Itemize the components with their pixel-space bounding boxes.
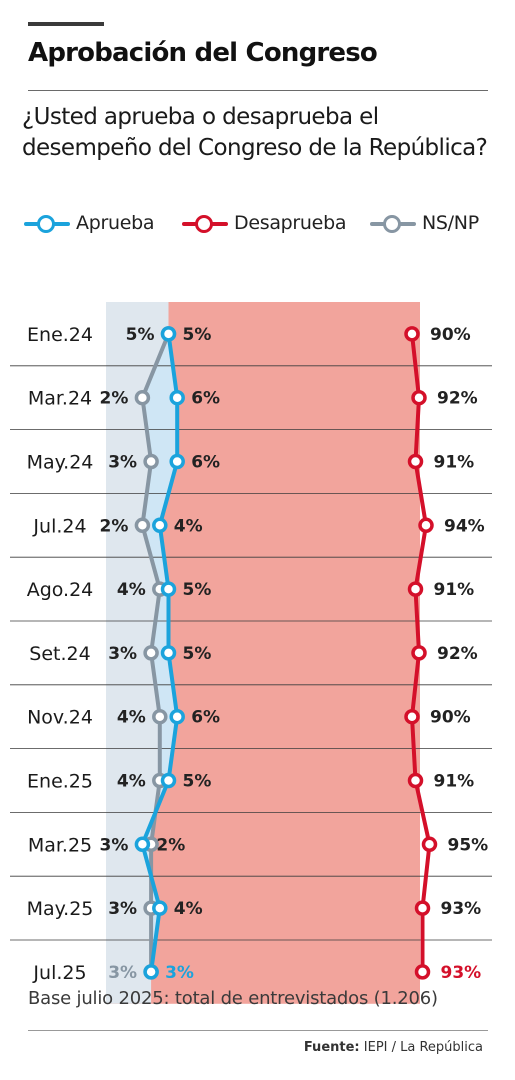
aprueba-point-jul-24 bbox=[152, 517, 168, 534]
aprueba-point-may-25 bbox=[152, 900, 168, 916]
nsnp-value-label-jul-24: 2% bbox=[100, 516, 129, 536]
desaprueba-value-label-may-24: 91% bbox=[434, 453, 475, 473]
aprueba-value-label-jul-25: 3% bbox=[165, 963, 194, 983]
legend-marker-aprueba bbox=[37, 215, 55, 233]
aprueba-value-label-ene-24: 5% bbox=[183, 325, 212, 345]
nsnp-value-label-mar-24: 2% bbox=[100, 389, 129, 409]
aprueba-value-label-mar-25: 2% bbox=[156, 835, 185, 855]
desaprueba-point-nov-24 bbox=[404, 708, 420, 725]
aprueba-point-nov-24 bbox=[169, 708, 185, 725]
footer-divider bbox=[28, 1030, 488, 1031]
aprueba-point-mar-24 bbox=[169, 389, 185, 406]
legend-label-aprueba: Aprueba bbox=[76, 212, 155, 234]
aprueba-value-label-may-25: 4% bbox=[174, 899, 203, 919]
desaprueba-point-jul-24 bbox=[418, 517, 434, 534]
category-label-jul-25: Jul.25 bbox=[32, 962, 86, 984]
desaprueba-value-label-may-25: 93% bbox=[441, 899, 482, 919]
desaprueba-value-label-mar-25: 95% bbox=[448, 835, 489, 855]
category-label-set-24: Set.24 bbox=[29, 643, 90, 665]
desaprueba-value-label-nov-24: 90% bbox=[430, 708, 471, 728]
nsnp-value-label-jul-25: 3% bbox=[108, 963, 137, 983]
category-label-ene-25: Ene.25 bbox=[27, 771, 93, 793]
top-accent-rule bbox=[28, 22, 104, 26]
desaprueba-point-ago-24 bbox=[407, 581, 424, 597]
aprueba-value-label-jul-24: 4% bbox=[174, 516, 203, 536]
nsnp-value-label-nov-24: 4% bbox=[117, 708, 146, 728]
desaprueba-point-ene-25 bbox=[407, 772, 424, 789]
source-text: IEPI / La República bbox=[363, 1040, 483, 1055]
source-label: Fuente: bbox=[303, 1040, 360, 1055]
category-label-mar-24: Mar.24 bbox=[28, 388, 92, 410]
category-label-may-24: May.24 bbox=[27, 452, 94, 474]
desaprueba-value-label-ene-25: 91% bbox=[434, 772, 475, 792]
nsnp-value-label-ene-25: 4% bbox=[117, 772, 146, 792]
desaprueba-point-mar-24 bbox=[411, 389, 427, 406]
desaprueba-point-jul-25 bbox=[414, 964, 431, 980]
nsnp-value-label-ago-24: 4% bbox=[117, 580, 146, 600]
desaprueba-value-label-jul-25: 93% bbox=[441, 963, 482, 983]
source-credit: Fuente: IEPI / La República bbox=[304, 1040, 483, 1055]
aprueba-value-label-may-24: 6% bbox=[191, 453, 220, 473]
desaprueba-point-mar-25 bbox=[421, 836, 438, 853]
desaprueba-value-label-jul-24: 94% bbox=[444, 516, 485, 536]
aprueba-point-ene-25 bbox=[160, 772, 177, 789]
aprueba-point-set-24 bbox=[160, 645, 177, 661]
title-divider bbox=[28, 90, 488, 91]
legend-marker-nsnp bbox=[383, 215, 401, 233]
nsnp-point-nov-24 bbox=[152, 708, 168, 725]
legend-marker-desaprueba bbox=[195, 215, 213, 233]
nsnp-value-label-may-24: 3% bbox=[108, 453, 137, 473]
desaprueba-point-may-25 bbox=[414, 900, 431, 916]
aprueba-point-mar-25 bbox=[134, 836, 151, 853]
aprueba-point-ene-24 bbox=[160, 326, 177, 342]
nsnp-value-label-ene-24: 5% bbox=[126, 325, 155, 345]
aprueba-value-label-ene-25: 5% bbox=[183, 772, 212, 792]
nsnp-point-set-24 bbox=[143, 645, 159, 661]
aprueba-point-may-24 bbox=[169, 453, 185, 470]
desaprueba-value-label-set-24: 92% bbox=[437, 644, 478, 664]
legend-label-desaprueba: Desaprueba bbox=[234, 212, 347, 234]
aprueba-value-label-set-24: 5% bbox=[183, 644, 212, 664]
nsnp-point-may-24 bbox=[143, 453, 159, 470]
category-label-ago-24: Ago.24 bbox=[27, 579, 94, 601]
aprueba-value-label-mar-24: 6% bbox=[191, 389, 220, 409]
desaprueba-point-ene-24 bbox=[404, 326, 420, 342]
nsnp-value-label-set-24: 3% bbox=[108, 644, 137, 664]
sample-base-note: Base julio 2025: total de entrevistados … bbox=[28, 988, 438, 1009]
desaprueba-point-may-24 bbox=[407, 453, 424, 470]
category-label-mar-25: Mar.25 bbox=[28, 834, 92, 856]
aprueba-value-label-ago-24: 5% bbox=[183, 580, 212, 600]
category-label-ene-24: Ene.24 bbox=[27, 324, 93, 346]
legend-label-nsnp: NS/NP bbox=[422, 212, 479, 234]
chart-title: Aprobación del Congreso bbox=[28, 38, 378, 68]
desaprueba-point-set-24 bbox=[411, 645, 427, 661]
desaprueba-value-label-mar-24: 92% bbox=[437, 389, 478, 409]
nsnp-value-label-may-25: 3% bbox=[108, 899, 137, 919]
survey-question: ¿Usted aprueba o desaprueba el desempeño… bbox=[22, 104, 488, 161]
category-label-jul-24: Jul.24 bbox=[32, 515, 86, 537]
category-label-nov-24: Nov.24 bbox=[27, 707, 93, 729]
nsnp-point-mar-24 bbox=[134, 389, 151, 406]
aprueba-value-label-nov-24: 6% bbox=[191, 708, 220, 728]
aprueba-point-jul-25 bbox=[143, 964, 159, 980]
aprueba-point-ago-24 bbox=[160, 581, 177, 597]
category-label-may-25: May.25 bbox=[27, 898, 94, 920]
desaprueba-value-label-ene-24: 90% bbox=[430, 325, 471, 345]
nsnp-value-label-mar-25: 3% bbox=[100, 835, 129, 855]
desaprueba-value-label-ago-24: 91% bbox=[434, 580, 475, 600]
aprueba-band bbox=[142, 302, 178, 1004]
nsnp-point-jul-24 bbox=[134, 517, 151, 534]
